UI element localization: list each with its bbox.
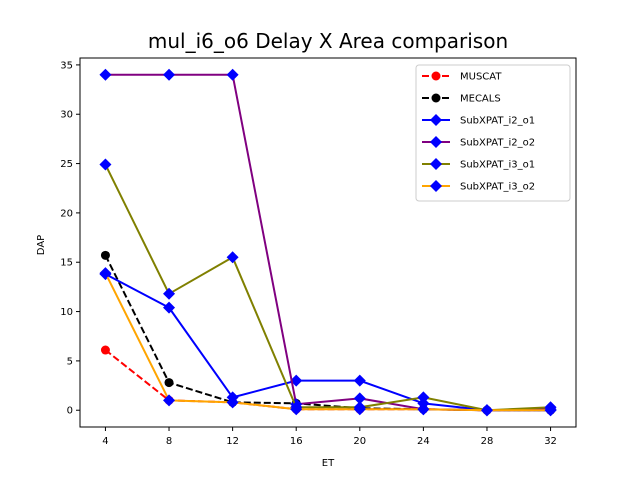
data-point [163, 301, 176, 314]
data-point [226, 68, 239, 81]
data-point [99, 158, 112, 171]
legend-marker [430, 114, 442, 126]
y-tick-label: 15 [60, 258, 73, 269]
x-tick-label: 8 [166, 436, 172, 447]
legend-marker [430, 180, 442, 192]
legend-marker [430, 158, 442, 170]
legend-item-SubXPAT_i2_o2: SubXPAT_i2_o2 [422, 136, 535, 149]
data-point [480, 404, 493, 417]
data-point [226, 251, 239, 264]
plot-frame [79, 57, 577, 428]
legend-item-MECALS: MECALS [422, 93, 501, 105]
series-MECALS [100, 250, 556, 415]
data-point [226, 396, 239, 409]
legend-box [415, 64, 571, 202]
legend-marker [431, 71, 441, 81]
y-tick-label: 25 [60, 159, 73, 170]
y-tick-label: 20 [60, 208, 73, 219]
data-point [163, 394, 176, 407]
series-line-SubXPAT_i3_o1 [104, 164, 551, 412]
legend-label: SubXPAT_i2_o1 [460, 116, 535, 127]
legend-marker [430, 136, 442, 148]
data-point [417, 391, 430, 404]
data-point [99, 267, 112, 280]
x-tick-label: 24 [417, 436, 430, 447]
data-point [99, 68, 112, 81]
x-tick-label: 4 [102, 436, 108, 447]
data-point [353, 374, 366, 387]
data-point [164, 378, 174, 388]
data-point [290, 403, 303, 416]
data-point [100, 250, 110, 260]
data-point [353, 392, 366, 405]
series-layer [99, 68, 557, 417]
legend-label: SubXPAT_i2_o2 [460, 138, 535, 149]
legend-label: SubXPAT_i3_o2 [460, 182, 535, 193]
y-tick-label: 35 [60, 60, 73, 71]
data-point [417, 403, 430, 416]
y-tick-label: 0 [67, 406, 73, 417]
y-axis-label: DAP [36, 235, 47, 255]
data-point [353, 403, 366, 416]
legend-item-SubXPAT_i3_o2: SubXPAT_i3_o2 [422, 180, 535, 193]
data-point [163, 287, 176, 300]
x-tick-label: 32 [544, 436, 557, 447]
x-tick-label: 16 [290, 436, 303, 447]
legend-label: SubXPAT_i3_o1 [460, 160, 535, 171]
x-axis-label: ET [322, 458, 335, 469]
chart-title: mul_i6_o6 Delay X Area comparison [148, 29, 508, 53]
y-tick-label: 5 [67, 356, 73, 367]
x-tick-label: 12 [226, 436, 239, 447]
legend-item-SubXPAT_i2_o1: SubXPAT_i2_o1 [422, 114, 535, 127]
data-point [100, 345, 110, 355]
legend-label: MUSCAT [460, 72, 502, 83]
x-tick-label: 20 [353, 436, 366, 447]
legend: MUSCAT MECALS SubXPAT_i2_o1 SubXPAT_i2_o2 Su… [415, 64, 571, 202]
series-line-SubXPAT_i3_o2 [104, 272, 551, 412]
series-line-MECALS [104, 254, 551, 412]
x-tick-label: 28 [481, 436, 494, 447]
legend-item-SubXPAT_i3_o1: SubXPAT_i3_o1 [422, 158, 535, 171]
data-point [544, 404, 557, 417]
y-tick-label: 30 [60, 110, 73, 121]
legend-label: MECALS [460, 94, 501, 105]
legend-marker [431, 93, 441, 103]
legend-item-MUSCAT: MUSCAT [422, 71, 502, 83]
data-point [163, 68, 176, 81]
y-tick-label: 10 [60, 307, 73, 318]
series-SubXPAT_i3_o2 [99, 267, 557, 417]
